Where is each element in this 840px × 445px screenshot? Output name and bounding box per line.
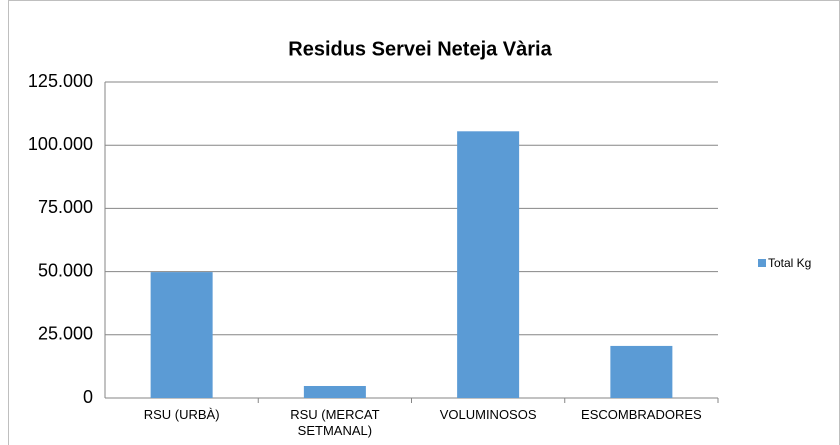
y-tick-label: 75.000 [38, 197, 93, 217]
legend-label: Total Kg [768, 256, 811, 270]
x-tick-label: ESCOMBRADORES [581, 407, 702, 422]
bar [150, 272, 213, 398]
chart-frame [8, 0, 840, 445]
y-tick-label: 50.000 [38, 260, 93, 280]
y-tick-label: 25.000 [38, 324, 93, 344]
x-tick-label: RSU (MERCAT SETMANAL) [290, 407, 380, 438]
chart-title: Residus Servei Neteja Vària [288, 38, 552, 60]
bar [303, 385, 366, 398]
y-tick-label: 125.000 [28, 71, 93, 91]
x-tick-label: RSU (URBÀ) [143, 407, 220, 422]
x-tick-label: VOLUMINOSOS [439, 407, 537, 422]
legend-swatch [758, 259, 766, 267]
y-tick-label: 100.000 [28, 134, 93, 154]
y-tick-label: 0 [83, 387, 93, 407]
bar [457, 131, 520, 398]
bar [610, 345, 673, 398]
